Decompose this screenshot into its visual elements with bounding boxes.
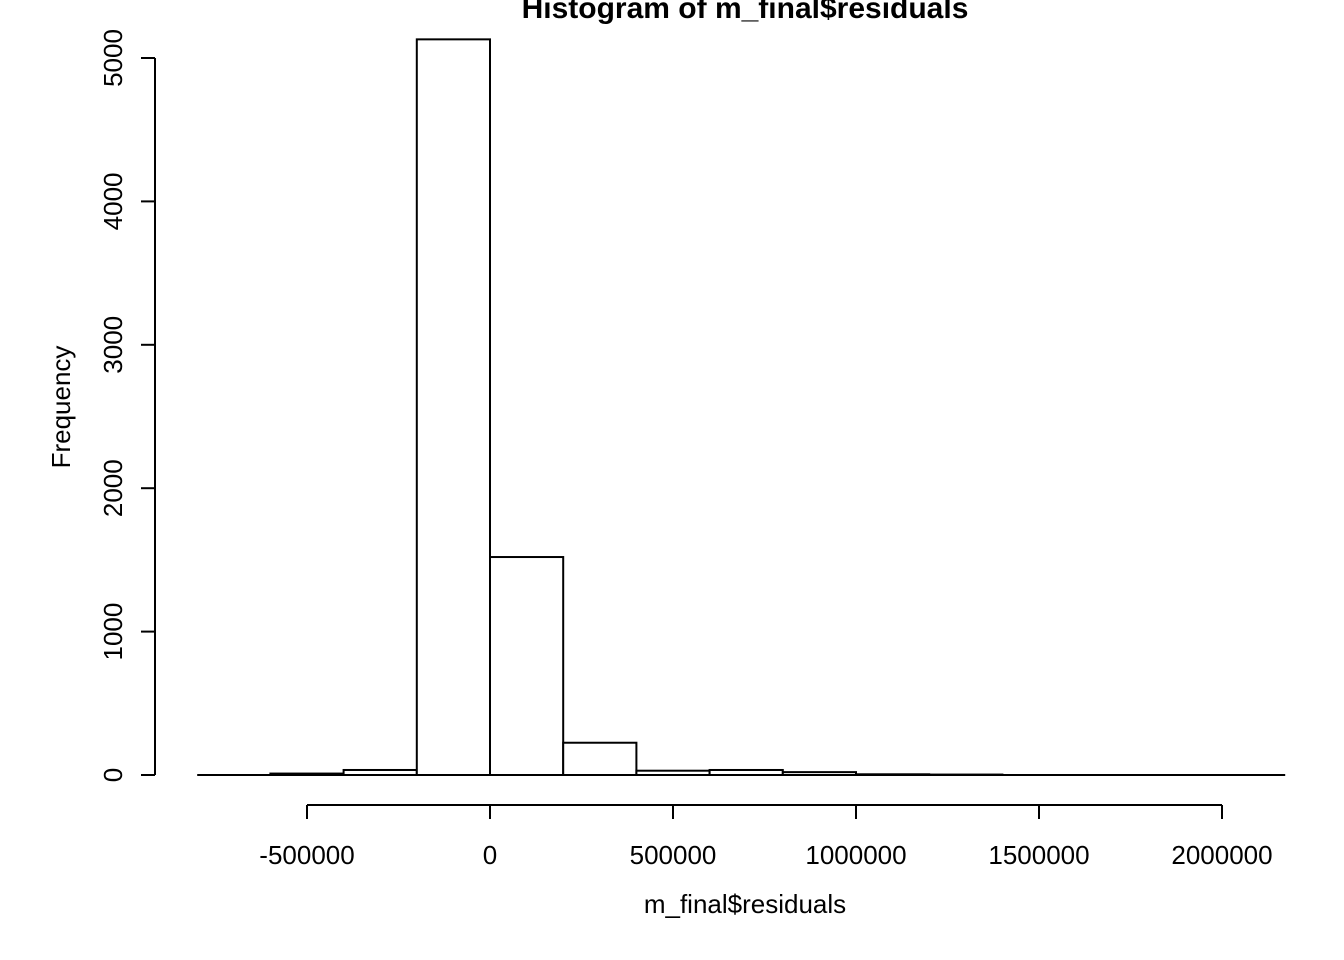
histogram-bar (562, 741, 638, 776)
y-tick-label: 1000 (98, 603, 128, 661)
x-tick-label: 1000000 (805, 840, 906, 870)
histogram-bars (197, 38, 1286, 777)
y-axis-label: Frequency (46, 346, 76, 469)
y-tick-label: 0 (98, 768, 128, 782)
x-tick-label: -500000 (259, 840, 354, 870)
histogram-bar (415, 38, 491, 777)
x-axis-label: m_final$residuals (644, 889, 846, 919)
x-tick-label: 500000 (630, 840, 717, 870)
x-tick-label: 2000000 (1171, 840, 1272, 870)
y-tick-label: 4000 (98, 172, 128, 230)
histogram-bar (489, 556, 565, 776)
y-tick-label: 3000 (98, 316, 128, 374)
x-tick-label: 0 (483, 840, 497, 870)
x-tick-label: 1500000 (988, 840, 1089, 870)
y-tick-label: 5000 (98, 29, 128, 87)
chart-title: Histogram of m_final$residuals (522, 0, 969, 25)
y-tick-label: 2000 (98, 459, 128, 517)
y-axis: 0 1000 2000 3000 4000 5000 (98, 29, 156, 782)
x-axis: -500000 0 500000 1000000 1500000 2000000 (259, 804, 1273, 870)
